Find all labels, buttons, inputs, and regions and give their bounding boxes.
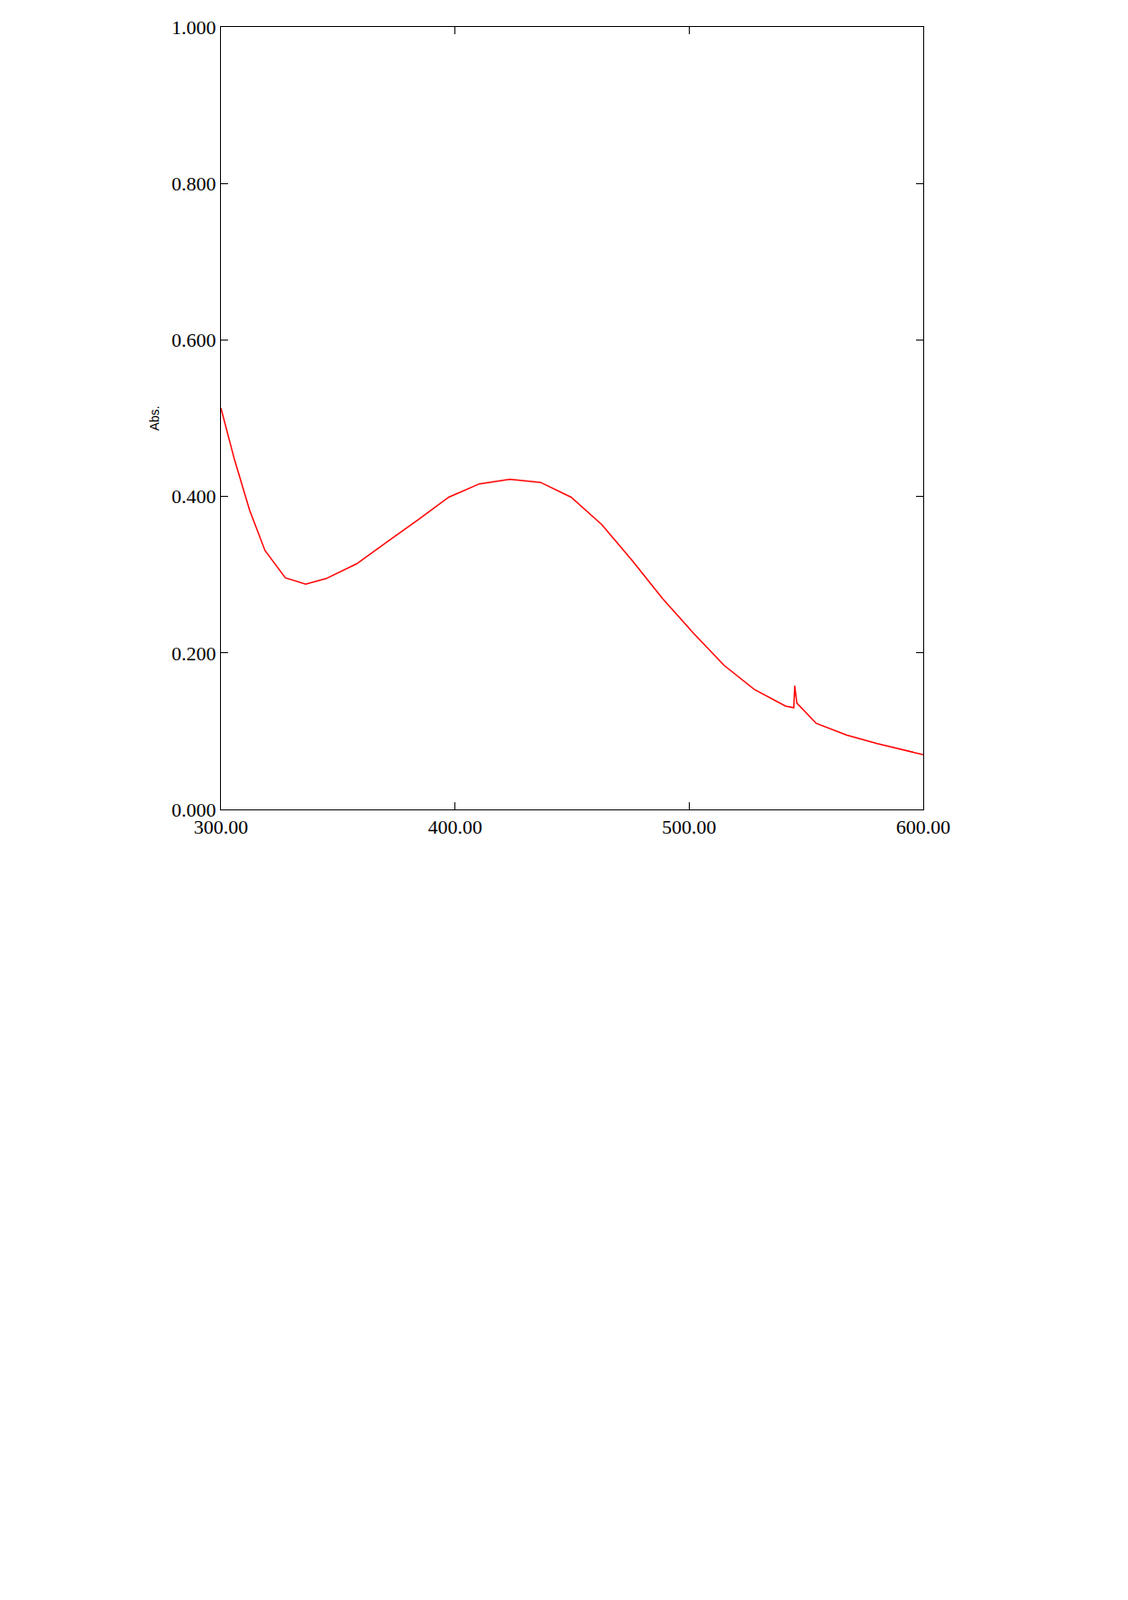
svg-text:300.00: 300.00 xyxy=(193,815,249,838)
svg-text:1.000: 1.000 xyxy=(171,16,217,39)
svg-text:500.00: 500.00 xyxy=(661,815,717,838)
svg-text:0.400: 0.400 xyxy=(171,484,217,508)
svg-text:Abs.: Abs. xyxy=(147,405,162,431)
svg-text:400.00: 400.00 xyxy=(427,815,483,838)
svg-text:0.200: 0.200 xyxy=(171,642,217,665)
svg-text:0.800: 0.800 xyxy=(171,172,217,195)
svg-text:600.00: 600.00 xyxy=(896,815,952,838)
svg-text:0.600: 0.600 xyxy=(171,328,217,352)
svg-text:0.000: 0.000 xyxy=(171,798,217,821)
